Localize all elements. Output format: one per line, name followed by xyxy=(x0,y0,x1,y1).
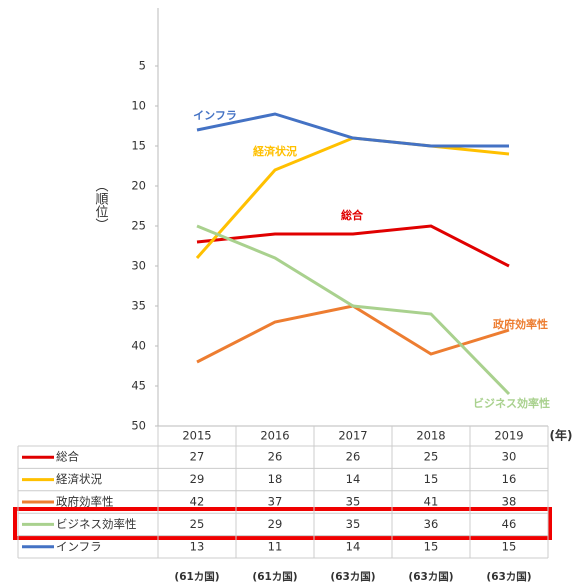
table-cell: 30 xyxy=(502,450,517,464)
table-cell: 29 xyxy=(268,517,283,531)
legend-label: ビジネス効率性 xyxy=(56,517,137,531)
table-cell: 13 xyxy=(190,539,205,553)
y-tick-label: 10 xyxy=(131,99,146,113)
y-tick-label: 20 xyxy=(131,179,146,193)
y-tick-label: 40 xyxy=(131,339,146,353)
table-cell: 38 xyxy=(502,495,517,509)
footnote: (63カ国) xyxy=(408,571,453,583)
table-cell: 37 xyxy=(268,495,283,509)
table-cell: 42 xyxy=(190,495,205,509)
y-tick-label: 35 xyxy=(131,299,146,313)
series-line xyxy=(196,224,511,396)
line-annotation: 政府効率性 xyxy=(493,317,548,331)
x-tick-label: 2019 xyxy=(494,429,523,443)
y-tick-label: 25 xyxy=(131,219,146,233)
y-axis-label: （順位） xyxy=(93,179,109,231)
table-cell: 29 xyxy=(190,472,205,486)
y-tick-label: 45 xyxy=(131,379,146,393)
table-cell: 26 xyxy=(268,450,283,464)
table-cell: 14 xyxy=(346,539,361,553)
series-line xyxy=(196,112,509,148)
footnote: (63カ国) xyxy=(486,571,531,583)
table-cell: 15 xyxy=(424,472,439,486)
legend-label: 経済状況 xyxy=(56,472,102,486)
table-cell: 11 xyxy=(268,539,283,553)
series-line xyxy=(195,136,510,259)
table-cell: 36 xyxy=(424,517,439,531)
table-cell: 46 xyxy=(502,517,517,531)
footnote: (63カ国) xyxy=(330,571,375,583)
y-tick-label: 50 xyxy=(131,419,146,433)
y-tick-label: 15 xyxy=(131,139,146,153)
y-tick-label: 5 xyxy=(139,59,146,73)
table-cell: 16 xyxy=(502,472,517,486)
table-cell: 15 xyxy=(424,539,439,553)
table-cell: 35 xyxy=(346,517,361,531)
table-cell: 25 xyxy=(190,517,205,531)
x-tick-label: 2018 xyxy=(416,429,445,443)
table-cell: 25 xyxy=(424,450,439,464)
table-cell: 41 xyxy=(424,495,439,509)
table-cell: 27 xyxy=(190,450,205,464)
x-tick-label: 2015 xyxy=(182,429,211,443)
footnote: (61カ国) xyxy=(174,571,219,583)
x-tick-label: 2016 xyxy=(260,429,289,443)
line-annotation: 総合 xyxy=(341,208,364,222)
table-cell: 35 xyxy=(346,495,361,509)
y-tick-label: 30 xyxy=(131,259,146,273)
line-annotation: ビジネス効率性 xyxy=(473,396,550,410)
table-cell: 18 xyxy=(268,472,283,486)
highlight-box xyxy=(13,507,552,540)
line-annotation: インフラ xyxy=(193,109,237,122)
footnote: (61カ国) xyxy=(252,571,297,583)
legend-label: 政府効率性 xyxy=(56,495,114,509)
table-cell: 14 xyxy=(346,472,361,486)
x-tick-label: 2017 xyxy=(338,429,367,443)
table-cell: 26 xyxy=(346,450,361,464)
x-unit: (年) xyxy=(550,428,573,443)
legend-label: インフラ xyxy=(56,539,102,553)
series-line xyxy=(196,304,510,364)
series-line xyxy=(196,224,510,268)
line-annotation: 経済状況 xyxy=(253,144,297,158)
legend-label: 総合 xyxy=(56,450,79,464)
table-cell: 15 xyxy=(502,539,517,553)
